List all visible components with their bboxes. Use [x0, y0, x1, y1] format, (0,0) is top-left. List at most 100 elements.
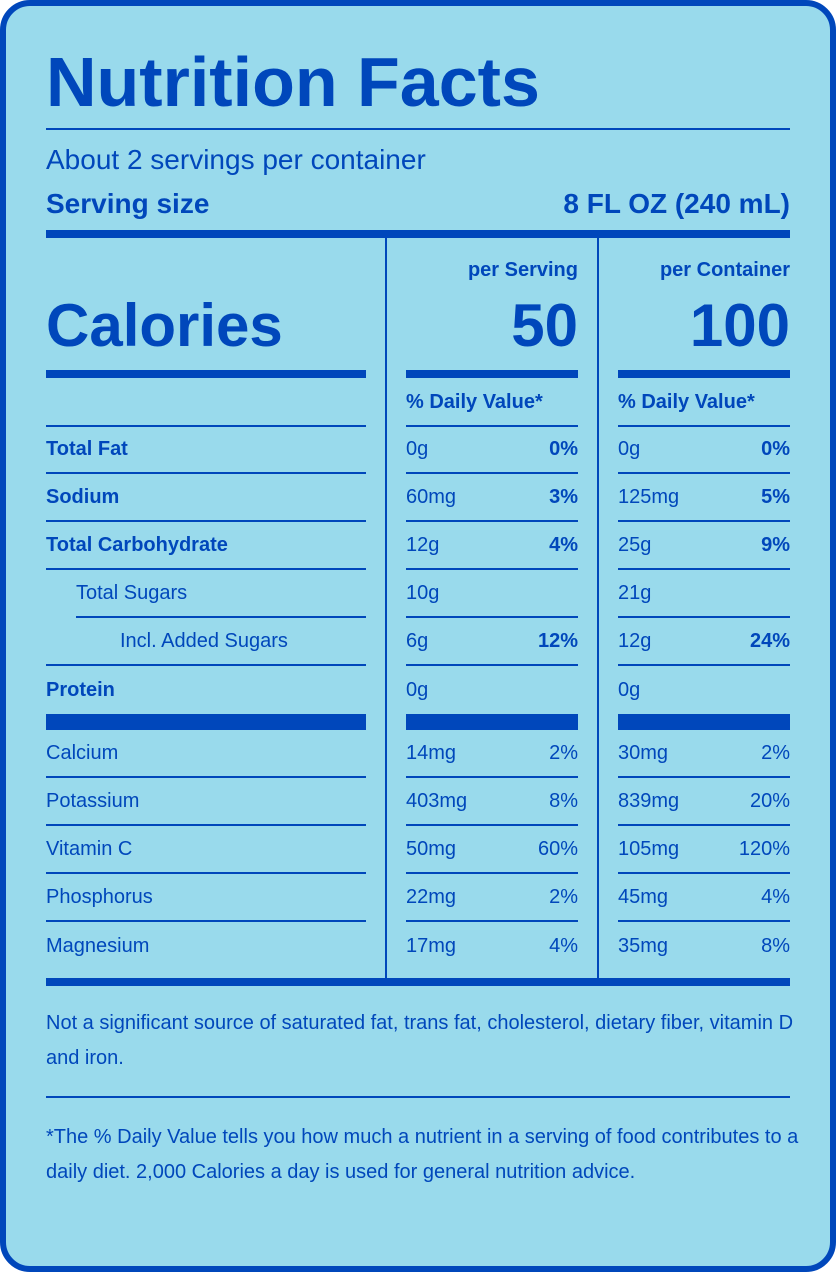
- micronutrient-container-cell: 45mg 4%: [618, 874, 790, 922]
- thick-divider: [406, 714, 578, 730]
- container-amount: 0g: [618, 437, 641, 460]
- serving-daily-value: 12%: [537, 629, 578, 652]
- nutrient-name: Incl. Added Sugars: [120, 629, 288, 652]
- micronutrient-container-cell: 30mg 2%: [618, 730, 790, 778]
- serving-size-label: Serving size: [46, 188, 210, 219]
- nutrient-name: Protein: [46, 678, 115, 701]
- serving-daily-value: 4%: [549, 533, 578, 556]
- container-amount: 45mg: [618, 885, 669, 908]
- nutrient-name: Total Fat: [46, 437, 128, 460]
- container-amount: 21g: [618, 581, 652, 604]
- nutrient-container-cell: 12g 24%: [618, 618, 790, 666]
- container-daily-value: 120%: [738, 837, 790, 860]
- micronutrient-row: Vitamin C: [46, 826, 366, 874]
- nutrient-row: Total Sugars: [76, 570, 366, 618]
- container-amount: 35mg: [618, 934, 669, 957]
- micronutrient-container-cell: 35mg 8%: [618, 922, 790, 970]
- micronutrient-serving-cell: 14mg 2%: [406, 730, 578, 778]
- serving-amount: 403mg: [406, 789, 468, 812]
- container-amount: 105mg: [618, 837, 680, 860]
- serving-amount: 22mg: [406, 885, 457, 908]
- serving-daily-value: 8%: [549, 789, 578, 812]
- nutrient-container-cell: 125mg 5%: [618, 474, 790, 522]
- thick-divider: [46, 978, 790, 986]
- divider: [46, 425, 366, 427]
- serving-daily-value: 3%: [549, 485, 578, 508]
- micronutrient-name: Phosphorus: [46, 885, 153, 908]
- nutrient-serving-cell: 12g 4%: [406, 522, 578, 570]
- divider: [618, 425, 790, 427]
- calories-per-container: 100: [689, 292, 790, 359]
- nutrient-serving-cell: 60mg 3%: [406, 474, 578, 522]
- micronutrient-row: Potassium: [46, 778, 366, 826]
- per-serving-header: per Serving: [467, 259, 578, 281]
- nutrient-serving-cell: 10g: [406, 570, 578, 618]
- nutrient-row: Total Carbohydrate: [46, 522, 366, 570]
- nutrient-row: Protein: [46, 666, 366, 714]
- micronutrient-name: Calcium: [46, 741, 119, 764]
- nutrient-serving-cell: 0g: [406, 666, 578, 714]
- nutrient-serving-cell: 6g 12%: [406, 618, 578, 666]
- per-container-header: per Container: [659, 259, 790, 281]
- nutrient-container-cell: 0g: [618, 666, 790, 714]
- micronutrient-row: Phosphorus: [46, 874, 366, 922]
- daily-value-header-container: % Daily Value*: [618, 391, 755, 413]
- micronutrient-serving-cell: 17mg 4%: [406, 922, 578, 970]
- container-amount: 30mg: [618, 741, 669, 764]
- nutrient-row: Incl. Added Sugars: [46, 618, 366, 666]
- thick-divider: [46, 714, 366, 730]
- thick-divider: [618, 714, 790, 730]
- container-daily-value: 20%: [749, 789, 790, 812]
- serving-amount: 0g: [406, 437, 429, 460]
- nutrient-container-cell: 21g: [618, 570, 790, 618]
- serving-amount: 14mg: [406, 741, 457, 764]
- micronutrient-container-cell: 105mg 120%: [618, 826, 790, 874]
- nutrient-container-cell: 0g 0%: [618, 426, 790, 474]
- serving-amount: 6g: [406, 629, 429, 652]
- servings-per-container: About 2 servings per container: [46, 144, 426, 175]
- serving-amount: 50mg: [406, 837, 457, 860]
- micronutrient-container-cell: 839mg 20%: [618, 778, 790, 826]
- micronutrient-row: Magnesium: [46, 922, 366, 970]
- nutrient-row: Total Fat: [46, 426, 366, 474]
- serving-size-value: 8 FL OZ (240 mL): [563, 188, 790, 219]
- calories-per-serving: 50: [511, 292, 578, 359]
- container-amount: 25g: [618, 533, 652, 556]
- column-separator: [385, 238, 387, 978]
- serving-size: Serving size 8 FL OZ (240 mL): [46, 186, 790, 222]
- micronutrient-serving-cell: 22mg 2%: [406, 874, 578, 922]
- container-amount: 839mg: [618, 789, 680, 812]
- divider: [46, 128, 790, 130]
- thick-divider: [406, 370, 578, 378]
- divider: [46, 1096, 790, 1098]
- divider: [406, 425, 578, 427]
- container-daily-value: 0%: [761, 437, 790, 460]
- nutrient-name: Total Sugars: [76, 581, 188, 604]
- container-amount: 125mg: [618, 485, 680, 508]
- serving-amount: 0g: [406, 678, 429, 701]
- serving-amount: 12g: [406, 533, 440, 556]
- micronutrient-name: Potassium: [46, 789, 140, 812]
- serving-amount: 60mg: [406, 485, 457, 508]
- nutrient-row: Sodium: [46, 474, 366, 522]
- container-daily-value: 9%: [761, 533, 790, 556]
- micronutrient-serving-cell: 50mg 60%: [406, 826, 578, 874]
- nutrient-container-cell: 25g 9%: [618, 522, 790, 570]
- thick-divider: [618, 370, 790, 378]
- micronutrient-name: Vitamin C: [46, 837, 133, 860]
- nutrient-name: Sodium: [46, 485, 120, 508]
- container-daily-value: 24%: [749, 629, 790, 652]
- calories-label: Calories: [46, 292, 283, 359]
- serving-daily-value: 2%: [549, 741, 578, 764]
- nutrient-name: Total Carbohydrate: [46, 533, 228, 556]
- serving-daily-value: 0%: [549, 437, 578, 460]
- nutrient-serving-cell: 0g 0%: [406, 426, 578, 474]
- container-daily-value: 2%: [761, 741, 790, 764]
- micronutrient-name: Magnesium: [46, 934, 150, 957]
- column-separator: [597, 238, 599, 978]
- serving-daily-value: 60%: [537, 837, 578, 860]
- daily-value-header-serving: % Daily Value*: [406, 391, 543, 413]
- daily-value-footnote: *The % Daily Value tells you how much a …: [46, 1126, 799, 1183]
- micronutrient-serving-cell: 403mg 8%: [406, 778, 578, 826]
